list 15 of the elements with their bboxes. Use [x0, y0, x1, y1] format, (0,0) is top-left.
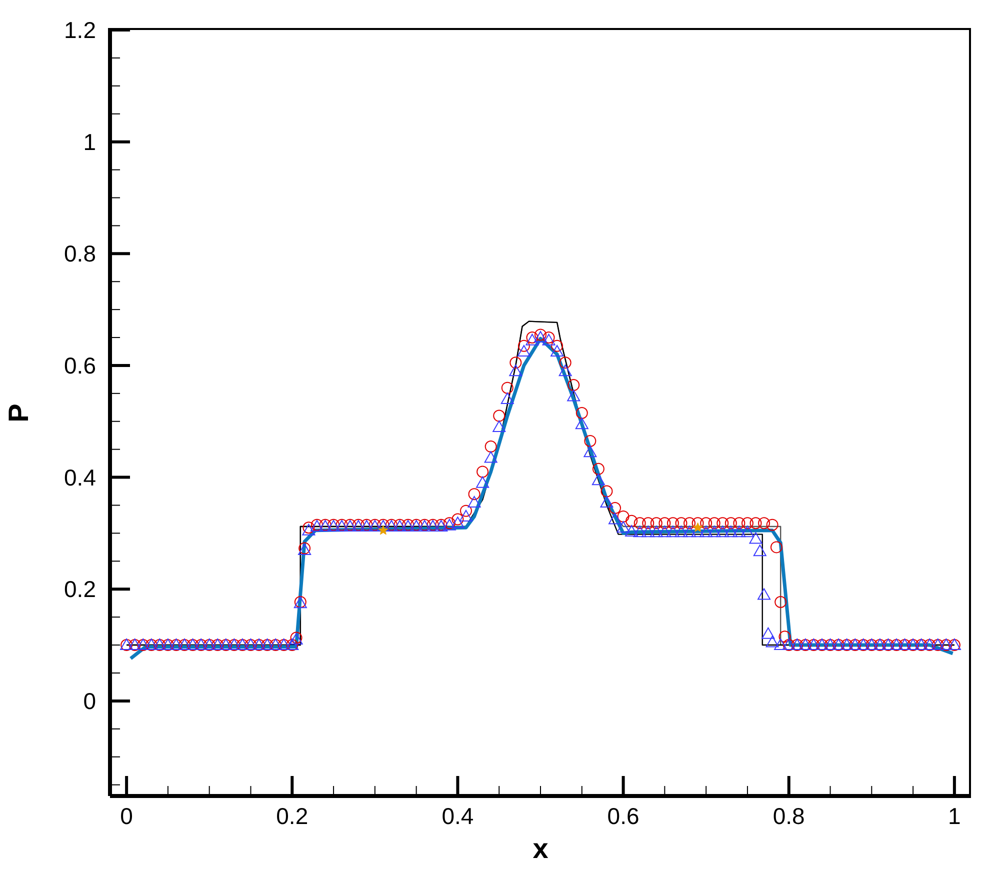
y-tick-label: 0.2	[64, 576, 96, 602]
y-tick-label: 1.2	[64, 17, 96, 43]
y-tick-label: 0	[83, 688, 96, 714]
y-tick-label: 0.4	[64, 464, 96, 490]
y-tick-label: 0.8	[64, 240, 96, 267]
x-tick-label: 1	[948, 803, 961, 829]
x-axis-title: x	[532, 833, 549, 864]
y-tick-label: 0.6	[64, 352, 96, 378]
x-tick-label: 0.8	[772, 803, 805, 829]
x-tick-label: 0.2	[276, 803, 308, 829]
y-axis-title: P	[2, 404, 34, 422]
x-tick-label: 0	[120, 803, 133, 829]
y-tick-label: 1	[83, 128, 96, 155]
x-tick-label: 0.4	[442, 803, 474, 829]
x-tick-label: 0.6	[607, 803, 640, 829]
